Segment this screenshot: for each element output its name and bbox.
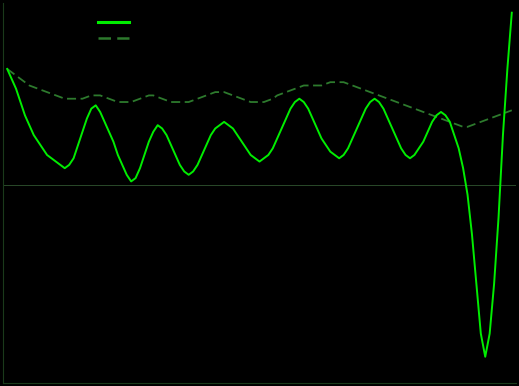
Legend: , : , — [95, 16, 134, 46]
